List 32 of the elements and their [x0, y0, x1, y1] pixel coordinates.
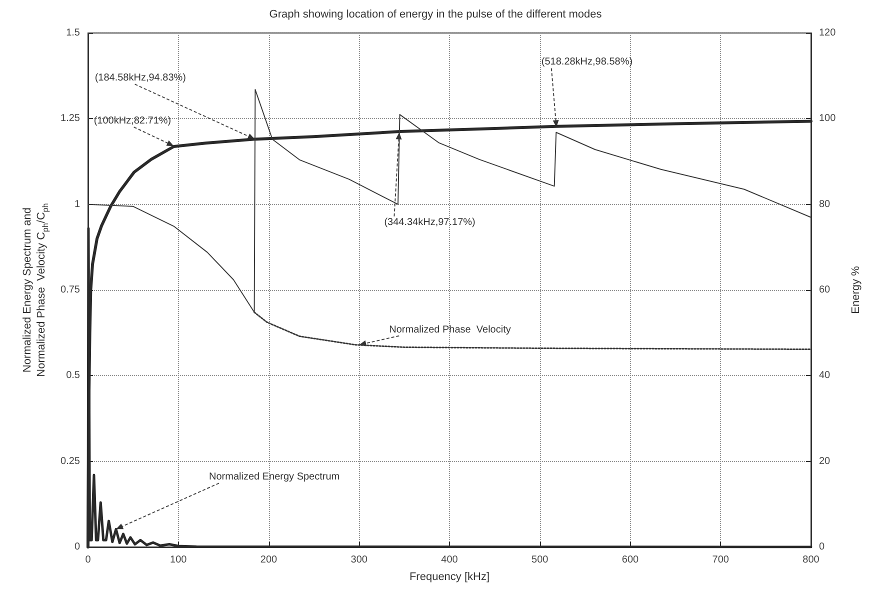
y-tick-label: 1.5	[66, 28, 80, 38]
y2-tick-label: 60	[819, 284, 831, 296]
y2-tick-label: 80	[819, 198, 831, 210]
annotation: (100kHz,82.71%)	[94, 116, 172, 127]
y2-tick-label: 100	[819, 113, 836, 124]
y-tick-label: 0.5	[66, 370, 80, 382]
annotation: (518.28kHz,98.58%)	[541, 56, 633, 68]
annotation: Normalized Energy Spectrum	[209, 472, 340, 483]
x-tick-label: 800	[802, 554, 820, 566]
x-tick-label: 400	[441, 554, 458, 566]
y2-tick-label: 20	[819, 456, 831, 467]
x-tick-label: 200	[260, 554, 278, 566]
annotation: Normalized Phase Velocity	[389, 324, 511, 336]
y2-tick-label: 0	[819, 542, 825, 552]
annotation: (344.34kHz,97.17%)	[384, 216, 476, 228]
x-tick-label: 500	[532, 554, 549, 566]
x-axis-title: Frequency [kHz]	[409, 570, 490, 583]
x-tick-label: 300	[350, 554, 368, 566]
y-tick-label: 1.25	[60, 113, 80, 124]
y2-tick-label: 120	[819, 28, 836, 38]
x-tick-label: 100	[170, 554, 188, 566]
x-tick-label: 700	[712, 554, 730, 566]
y-tick-label: 1	[74, 198, 80, 210]
chart-title: Graph showing location of energy in the pulse of the different modes	[269, 8, 602, 20]
annotation: (184.58kHz,94.83%)	[94, 72, 186, 84]
x-tick-label: 0	[85, 554, 92, 566]
y-tick-label: 0.75	[60, 284, 80, 296]
y-tick-label: 0.25	[60, 456, 80, 467]
y2-axis-title: Energy %	[850, 266, 862, 314]
y-tick-label: 0	[74, 542, 80, 552]
y2-tick-label: 40	[819, 370, 831, 382]
x-tick-label: 600	[622, 554, 640, 566]
